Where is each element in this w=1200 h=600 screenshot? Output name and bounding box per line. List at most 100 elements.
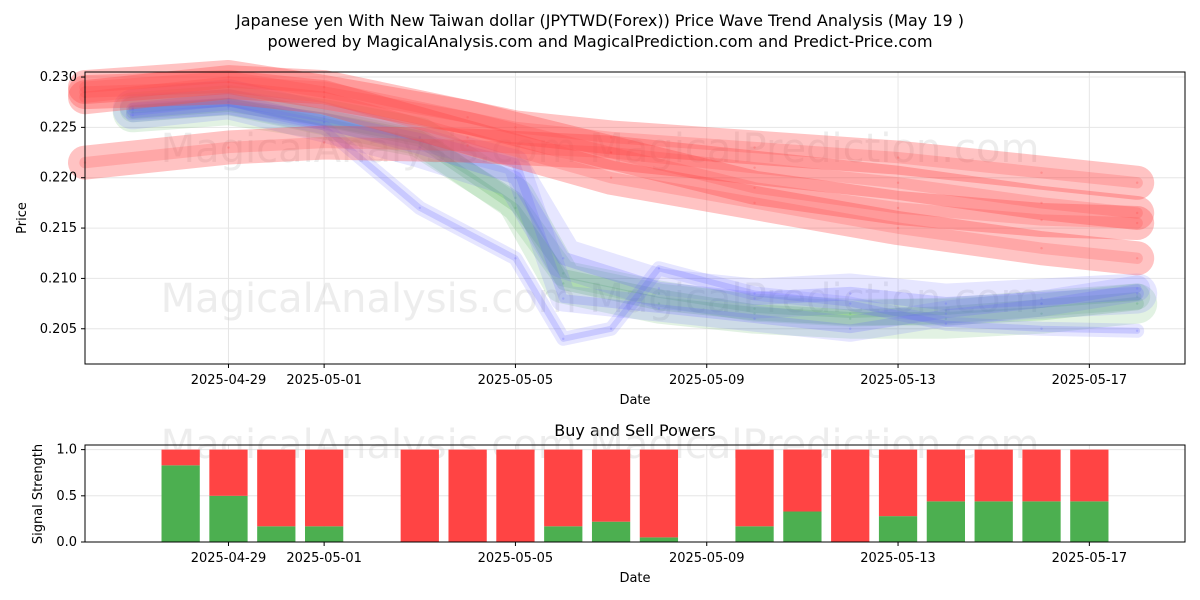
price-data-point (514, 126, 517, 129)
price-data-point (227, 106, 230, 109)
price-data-point (514, 206, 517, 210)
price-x-tick-label: 2025-05-01 (286, 373, 362, 388)
price-series-line (128, 97, 1142, 319)
price-data-point (418, 136, 421, 139)
price-data-point (418, 141, 421, 144)
price-data-point (562, 257, 565, 260)
price-data-point (466, 116, 469, 119)
price-data-point (1135, 302, 1139, 305)
price-x-tick-label: 2025-05-09 (669, 373, 745, 388)
sell-bar (831, 449, 870, 542)
price-data-point (1040, 247, 1043, 250)
price-data-point (944, 302, 948, 305)
signal-bars-group (161, 449, 1109, 542)
sell-bar (1070, 449, 1109, 502)
price-series-band (112, 85, 1158, 339)
price-data-point (418, 146, 421, 149)
price-data-point (227, 75, 230, 79)
price-data-point (849, 327, 852, 330)
price-data-point (753, 297, 756, 300)
price-series-band (68, 65, 1155, 200)
price-data-point (1135, 295, 1139, 298)
price-series-line (79, 76, 1143, 189)
price-data-point (609, 151, 613, 154)
buy-bar (257, 526, 296, 542)
buy-bar (926, 501, 965, 542)
price-data-point (1135, 221, 1139, 225)
price-data-point (131, 114, 135, 117)
sell-bar (544, 449, 583, 527)
price-data-point (514, 196, 517, 200)
price-data-point (418, 136, 421, 139)
price-series-line (79, 136, 1143, 219)
price-x-axis-label: Date (619, 393, 650, 408)
signal-y-axis-label: Signal Strength (31, 444, 46, 544)
price-y-tick-label: 0.210 (40, 271, 77, 286)
price-data-point (753, 146, 756, 149)
buy-bar (1022, 501, 1061, 542)
price-data-point (753, 317, 756, 320)
price-data-point (753, 292, 756, 295)
buy-bar (783, 511, 822, 542)
price-series-band (68, 125, 1155, 230)
price-panel: MagicalAnalysis.com MagicalPrediction.co… (15, 60, 1186, 408)
signal-x-tick-label: 2025-05-17 (1052, 551, 1128, 566)
price-x-tick-label: 2025-04-29 (191, 373, 267, 388)
price-data-point (322, 121, 326, 124)
price-data-point (562, 297, 565, 300)
price-x-tick-label: 2025-05-05 (478, 373, 554, 388)
buy-bar (209, 495, 248, 542)
watermark-mid: MagicalAnalysis.com MagicalPrediction.co… (161, 276, 1040, 322)
price-data-point (657, 292, 661, 295)
price-data-point (322, 141, 326, 144)
chart-title-line2: powered by MagicalAnalysis.com and Magic… (267, 32, 932, 51)
price-series-band (125, 100, 1145, 346)
price-data-point (1135, 329, 1139, 332)
price-data-point (227, 101, 230, 104)
price-series-band (112, 79, 1158, 324)
signal-y-tick-label: 0.5 (56, 489, 77, 504)
price-data-point (896, 206, 900, 210)
price-data-point (418, 206, 421, 210)
sell-bar (305, 449, 344, 527)
price-data-point (131, 108, 135, 111)
buy-bar (161, 465, 200, 542)
price-series-line (79, 81, 1143, 264)
buy-bar (974, 501, 1013, 542)
price-data-point (322, 126, 326, 129)
sell-bar (448, 449, 487, 542)
price-data-point (1040, 302, 1043, 305)
price-y-tick-label: 0.215 (40, 221, 77, 236)
signal-chart-title: Buy and Sell Powers (554, 421, 716, 440)
price-data-point (1040, 312, 1043, 315)
sell-bar (639, 449, 679, 538)
price-data-point (657, 267, 661, 270)
sell-bar (591, 449, 631, 522)
price-data-point (322, 118, 326, 121)
sell-bar (783, 449, 822, 512)
price-data-point (227, 101, 230, 104)
price-data-point (514, 176, 517, 179)
price-data-point (322, 116, 326, 119)
price-series-band (119, 89, 1151, 342)
watermark-top: MagicalAnalysis.com MagicalPrediction.co… (161, 126, 1040, 172)
price-data-point (131, 106, 135, 109)
price-y-tick-label: 0.230 (40, 70, 77, 85)
signal-x-tick-label: 2025-05-05 (478, 551, 554, 566)
price-plot-area (85, 72, 1185, 364)
signal-x-tick-label: 2025-05-01 (286, 551, 362, 566)
price-data-point (227, 80, 230, 84)
price-data-point (322, 95, 326, 99)
sell-bar (161, 449, 200, 466)
price-data-point (896, 226, 900, 230)
price-data-point (227, 97, 230, 101)
price-data-point (227, 85, 230, 89)
price-data-point (657, 307, 661, 310)
price-data-point (849, 312, 852, 315)
price-data-point (753, 312, 756, 315)
price-data-point (753, 201, 756, 205)
price-data-point (1135, 287, 1139, 290)
price-series-line (126, 98, 1144, 326)
price-series-line (126, 92, 1144, 311)
